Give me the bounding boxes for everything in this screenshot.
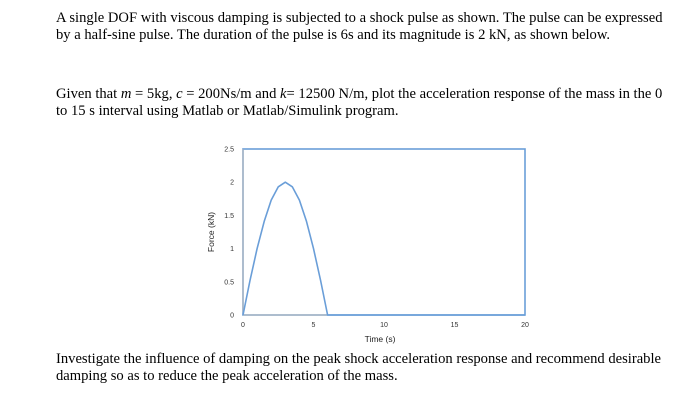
- stiffness-symbol: k: [280, 86, 287, 102]
- y-tick-label: 0.5: [224, 279, 234, 286]
- y-axis-label: Force (kN): [206, 212, 216, 252]
- x-tick-label: 10: [380, 322, 388, 329]
- problem-intro: A single DOF with viscous damping is sub…: [56, 10, 663, 44]
- x-tick-labels: 0 5 10 15 20: [241, 322, 529, 329]
- stiffness-value: = 12500 N/m, plot the acceleration respo…: [56, 86, 663, 120]
- x-axis-label: Time (s): [365, 334, 396, 344]
- x-tick-label: 15: [451, 322, 459, 329]
- x-tick-label: 20: [521, 322, 529, 329]
- x-tick-label: 5: [312, 322, 316, 329]
- y-tick-label: 0: [230, 313, 234, 320]
- mass-symbol: m: [120, 86, 132, 102]
- y-tick-label: 2.5: [224, 147, 234, 154]
- y-tick-labels: 0 0.5 1 1.5 2 2.5: [224, 147, 234, 320]
- damping-value: = 200Ns/m and: [182, 86, 281, 102]
- problem-given: Given that m = 5kg, c = 200Ns/m and k= 1…: [56, 86, 666, 121]
- y-tick-label: 1: [230, 246, 234, 253]
- force-pulse-chart: 0 0.5 1 1.5 2 2.5 0 5 10 15 20 Force (kN) Time (s…: [200, 140, 540, 355]
- given-prefix: Given that: [56, 86, 121, 102]
- damping-symbol: c: [176, 86, 183, 102]
- x-tick-label: 0: [241, 322, 245, 329]
- chart-svg: 0 0.5 1 1.5 2 2.5 0 5 10 15 20 Force (kN) Time (s…: [206, 147, 529, 345]
- mass-value: = 5kg,: [131, 86, 177, 102]
- problem-closing: Investigate the influence of damping on …: [56, 351, 661, 385]
- y-tick-label: 1.5: [224, 213, 234, 220]
- series-line: [242, 181, 525, 316]
- y-tick-label: 2: [230, 180, 234, 187]
- chart-frame: [242, 148, 526, 316]
